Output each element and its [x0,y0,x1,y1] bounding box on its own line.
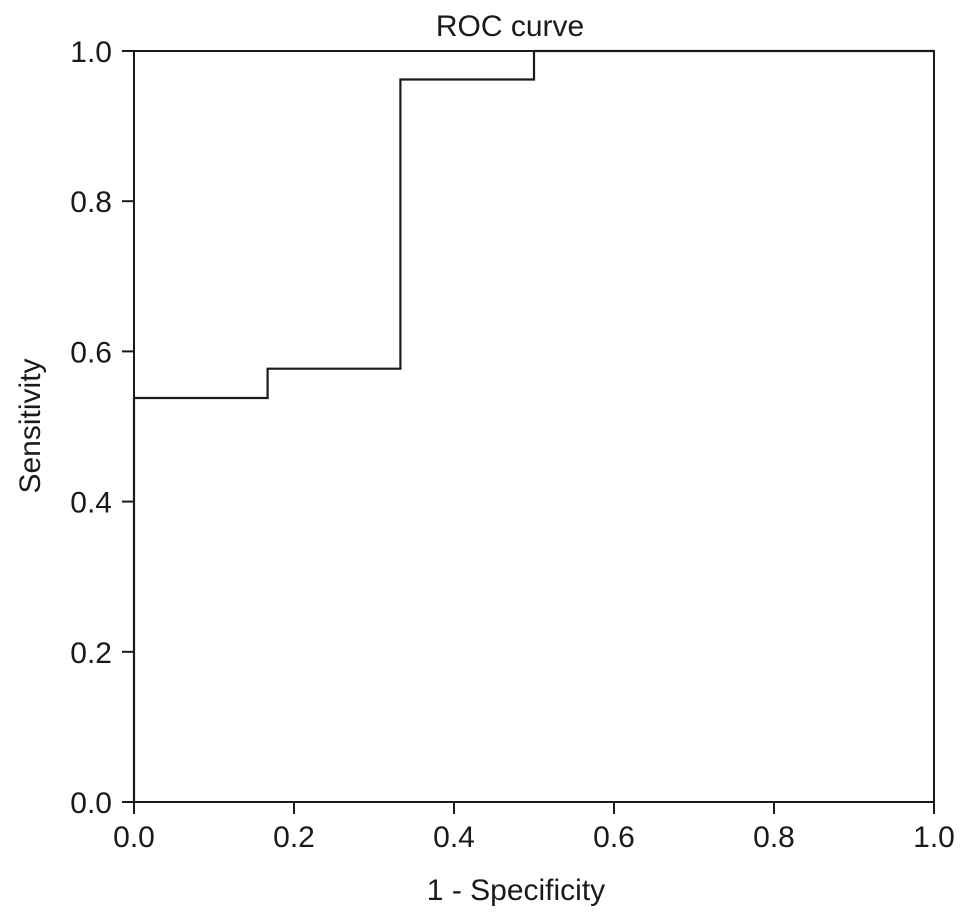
y-tick-label: 0.2 [70,637,112,670]
x-axis-title: 1 - Specificity [427,874,605,907]
roc-curve-line [132,49,934,802]
x-tick-label: 0.8 [753,821,795,854]
y-tick-label: 0.8 [70,186,112,219]
x-tick-label: 0.0 [113,821,155,854]
x-tick-label: 0.2 [273,821,315,854]
y-tick-label: 0.0 [70,787,112,820]
x-tick-label: 0.4 [433,821,475,854]
x-tick-label: 1.0 [913,821,955,854]
x-axis-ticks: 0.0 0.2 0.4 0.6 0.8 1.0 [113,802,955,854]
y-axis-title: Sensitivity [14,358,47,493]
chart-title: ROC curve [436,10,584,43]
y-axis-ticks: 0.0 0.2 0.4 0.6 0.8 1.0 [70,36,134,820]
y-tick-label: 1.0 [70,36,112,69]
y-tick-label: 0.4 [70,487,112,520]
x-tick-label: 0.6 [593,821,635,854]
y-tick-label: 0.6 [70,336,112,369]
